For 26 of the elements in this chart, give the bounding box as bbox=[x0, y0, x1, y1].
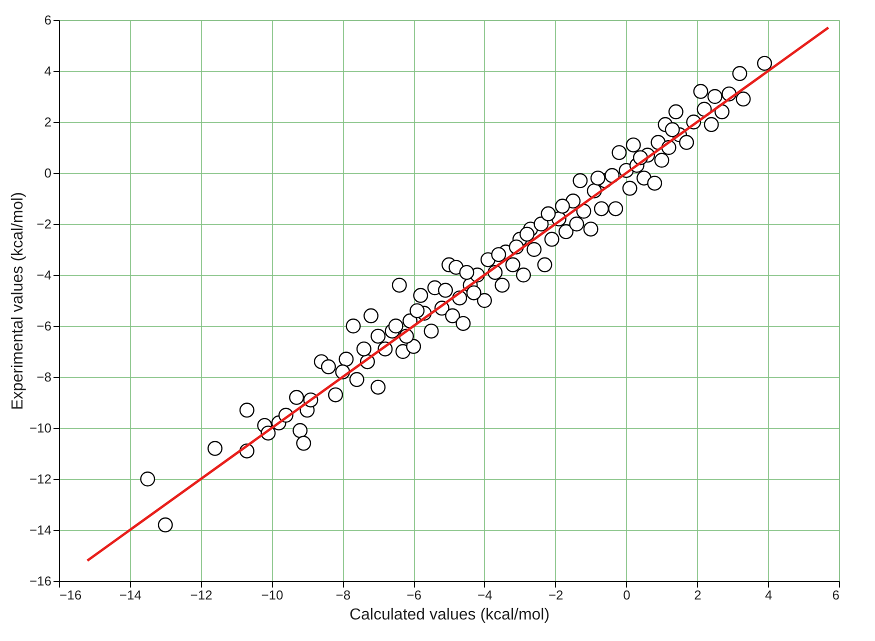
y-tick-label: −12 bbox=[29, 472, 52, 486]
x-tick-label: −10 bbox=[261, 588, 284, 602]
x-tick-label: 4 bbox=[764, 588, 772, 602]
y-tick-label: −4 bbox=[36, 268, 52, 282]
x-tick-label: −4 bbox=[478, 588, 492, 602]
x-tick-label: 6 bbox=[832, 588, 840, 602]
y-tick-label: −2 bbox=[36, 216, 52, 232]
x-tick-label: 2 bbox=[694, 588, 702, 602]
y-tick-label: 4 bbox=[44, 64, 52, 78]
y-tick-label: 6 bbox=[44, 12, 52, 28]
y-tick-label: 0 bbox=[44, 166, 52, 180]
y-tick-label: −8 bbox=[36, 370, 52, 384]
y-tick-label: −6 bbox=[36, 318, 52, 334]
x-tick-label: 0 bbox=[623, 588, 630, 602]
y-tick-label: −16 bbox=[29, 574, 52, 588]
x-tick-label: −16 bbox=[60, 588, 82, 602]
x-tick-label: −12 bbox=[190, 588, 212, 602]
y-axis-title: Experimental values (kcal/mol) bbox=[9, 192, 26, 410]
y-tick-label: −14 bbox=[29, 522, 52, 538]
y-tick-label: 2 bbox=[44, 114, 52, 130]
x-axis-title: Calculated values (kcal/mol) bbox=[349, 606, 550, 624]
x-tick-label: −14 bbox=[119, 588, 142, 602]
x-tick-label: −8 bbox=[336, 588, 351, 602]
x-tick-label: −2 bbox=[548, 588, 564, 602]
x-tick-label: −6 bbox=[406, 588, 422, 602]
y-tick-label: −10 bbox=[29, 420, 52, 436]
